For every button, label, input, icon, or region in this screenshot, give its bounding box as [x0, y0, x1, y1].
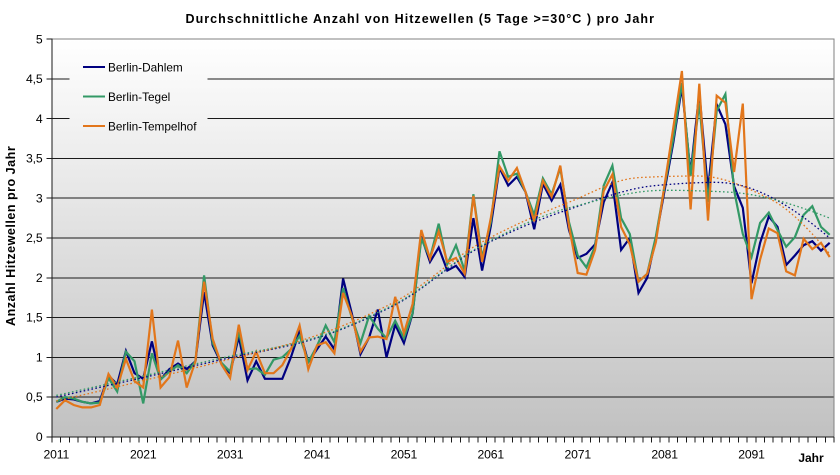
- svg-text:2031: 2031: [217, 448, 244, 462]
- svg-text:Berlin-Tegel: Berlin-Tegel: [108, 90, 170, 104]
- svg-text:4: 4: [36, 112, 43, 126]
- svg-text:2041: 2041: [304, 448, 331, 462]
- svg-text:2011: 2011: [43, 448, 69, 462]
- svg-text:2091: 2091: [738, 448, 765, 462]
- svg-text:2021: 2021: [130, 448, 157, 462]
- svg-text:4,5: 4,5: [26, 72, 43, 86]
- svg-text:Anzahl Hitzewellen pro Jahr: Anzahl Hitzewellen pro Jahr: [4, 146, 18, 326]
- svg-text:Jahr: Jahr: [798, 451, 824, 465]
- svg-text:3,5: 3,5: [26, 152, 43, 166]
- svg-text:2081: 2081: [651, 448, 678, 462]
- svg-text:Berlin-Tempelhof: Berlin-Tempelhof: [108, 120, 197, 134]
- svg-text:2051: 2051: [391, 448, 418, 462]
- svg-text:2,5: 2,5: [26, 231, 43, 245]
- svg-text:3: 3: [36, 191, 43, 205]
- svg-text:0: 0: [36, 430, 43, 444]
- svg-text:5: 5: [36, 32, 43, 46]
- svg-text:Durchschnittliche Anzahl von H: Durchschnittliche Anzahl von Hitzewellen…: [186, 12, 655, 26]
- svg-text:1,5: 1,5: [26, 311, 43, 325]
- svg-text:1: 1: [36, 351, 43, 365]
- svg-text:Berlin-Dahlem: Berlin-Dahlem: [108, 61, 183, 75]
- svg-text:0,5: 0,5: [26, 390, 43, 404]
- svg-text:2061: 2061: [478, 448, 505, 462]
- svg-text:2071: 2071: [564, 448, 591, 462]
- svg-text:2: 2: [36, 271, 43, 285]
